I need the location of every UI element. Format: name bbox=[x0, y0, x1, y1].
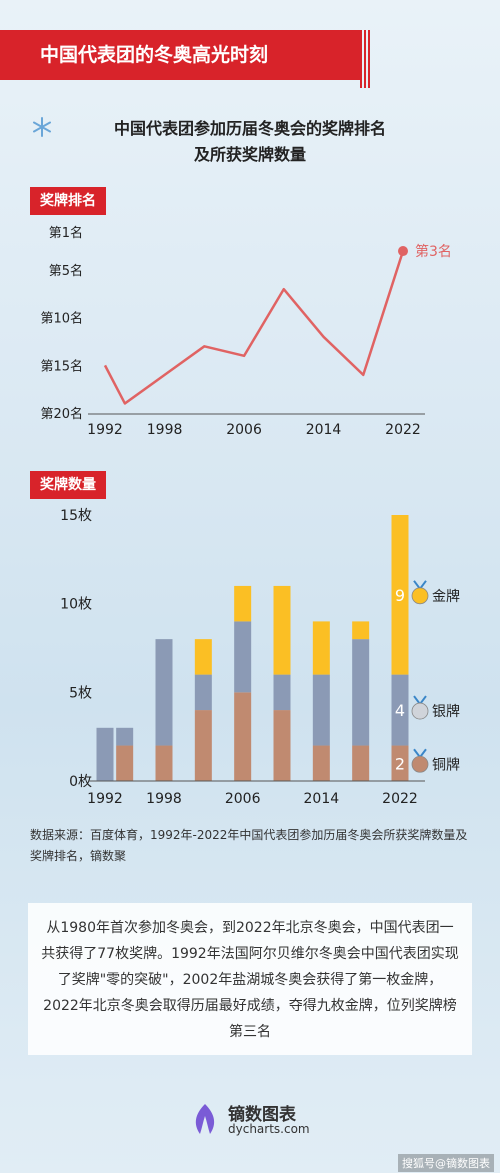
medal-bar-银牌-1998 bbox=[155, 639, 173, 746]
medal-bar-铜牌-1998 bbox=[155, 745, 173, 781]
medal-bar-铜牌-2018 bbox=[352, 745, 370, 781]
medal-bar-铜牌-2010 bbox=[273, 710, 291, 781]
medal-bar-银牌-2002 bbox=[194, 674, 212, 711]
rank-y-tick-label: 第10名 bbox=[40, 311, 83, 327]
medal-x-tick-label: 2006 bbox=[225, 791, 261, 807]
medal-bar-金牌-2010 bbox=[273, 585, 291, 675]
summary-box: 从1980年首次参加冬奥会，到2022年北京冬奥会，中国代表团一共获得了77枚奖… bbox=[28, 903, 472, 1055]
legend-label: 金牌 bbox=[432, 588, 460, 605]
rank-section-tag: 奖牌排名 bbox=[30, 187, 106, 215]
legend-label: 银牌 bbox=[432, 703, 460, 720]
rank-y-tick-label: 第1名 bbox=[49, 225, 83, 241]
gold-medal-icon bbox=[411, 587, 429, 605]
rank-x-tick-label: 2014 bbox=[306, 422, 342, 438]
silver-medal-icon bbox=[411, 702, 429, 720]
bronze-medal-icon bbox=[411, 755, 429, 773]
subtitle-line-1: 中国代表团参加历届冬奥会的奖牌排名 bbox=[113, 119, 386, 138]
medal-bar-银牌-1992 bbox=[96, 727, 114, 781]
medal-bar-银牌-2018 bbox=[352, 639, 370, 746]
medal-bar-铜牌-1994 bbox=[116, 745, 134, 781]
medal-y-tick-label: 15枚 bbox=[60, 508, 92, 524]
chart-subtitle: 中国代表团参加历届冬奥会的奖牌排名 及所获奖牌数量 bbox=[85, 116, 415, 168]
rank-x-tick-label: 2022 bbox=[385, 422, 421, 438]
medal-bar-金牌-2018 bbox=[352, 621, 370, 640]
brand-name: 镝数图表 bbox=[228, 1105, 296, 1125]
rank-x-tick-label: 1998 bbox=[147, 422, 183, 438]
medal-y-tick-label: 5枚 bbox=[69, 685, 92, 701]
medal-bar-银牌-2006 bbox=[234, 621, 252, 693]
medal-bar-铜牌-2006 bbox=[234, 692, 252, 781]
medal-x-tick-label: 1992 bbox=[87, 791, 123, 807]
medal-y-tick-label: 10枚 bbox=[60, 597, 92, 613]
medal-bar-金牌-2022 bbox=[391, 515, 409, 675]
rank-y-tick-label: 第20名 bbox=[40, 406, 83, 422]
medal-x-tick-label: 2014 bbox=[304, 791, 340, 807]
medal-bar-金牌-2002 bbox=[194, 639, 212, 675]
rank-series-line bbox=[103, 250, 405, 405]
rank-y-tick-label: 第5名 bbox=[49, 263, 83, 279]
medal-bar-银牌-2010 bbox=[273, 674, 291, 711]
brand-logo-icon bbox=[195, 1104, 215, 1134]
rank-y-tick-label: 第15名 bbox=[40, 358, 83, 374]
medal-bar-value-label: 9 bbox=[395, 586, 405, 605]
subtitle-line-2: 及所获奖牌数量 bbox=[193, 145, 306, 164]
medal-section-tag: 奖牌数量 bbox=[30, 471, 106, 499]
snowflake-icon bbox=[33, 117, 51, 137]
medal-x-tick-label: 1998 bbox=[146, 791, 182, 807]
medal-bar-金牌-2014 bbox=[312, 621, 330, 675]
brand-footer[interactable]: 镝数图表 dycharts.com bbox=[190, 1100, 350, 1140]
medal-bar-银牌-1994 bbox=[116, 727, 134, 746]
medal-bar-银牌-2014 bbox=[312, 674, 330, 746]
medal-bar-value-label: 2 bbox=[395, 754, 405, 773]
data-source-note: 数据来源：百度体育，1992年-2022年中国代表团参加历届冬奥会所获奖牌数量及… bbox=[30, 828, 468, 863]
brand-url[interactable]: dycharts.com bbox=[228, 1122, 310, 1136]
medal-x-tick-label: 2022 bbox=[382, 791, 418, 807]
legend-label: 铜牌 bbox=[432, 756, 460, 773]
medal-bar-铜牌-2022 bbox=[391, 745, 409, 781]
medal-y-tick-label: 0枚 bbox=[69, 774, 92, 790]
page-banner: 中国代表团的冬奥高光时刻 bbox=[0, 30, 370, 88]
medal-bar-金牌-2006 bbox=[234, 585, 252, 622]
rank-point-2022 bbox=[398, 246, 408, 257]
medal-bar-铜牌-2014 bbox=[312, 745, 330, 781]
rank-x-tick-label: 2006 bbox=[226, 422, 262, 438]
medal-bar-铜牌-2002 bbox=[194, 710, 212, 781]
medal-bar-value-label: 4 bbox=[395, 701, 405, 720]
rank-x-tick-label: 1992 bbox=[87, 422, 123, 438]
medal-bar-银牌-2022 bbox=[391, 674, 409, 746]
rank-annotation-label: 第3名 bbox=[415, 243, 452, 260]
watermark: 搜狐号@镝数图表 bbox=[398, 1154, 494, 1172]
